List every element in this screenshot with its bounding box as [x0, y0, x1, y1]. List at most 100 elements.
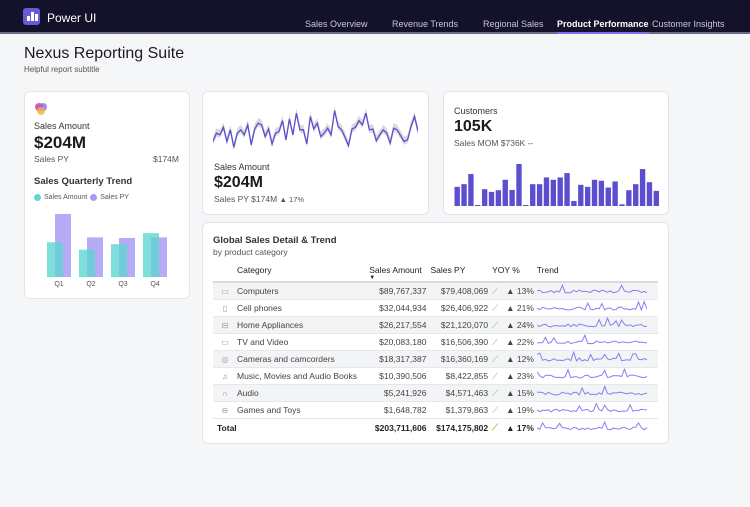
- sales-trend-card: Sales Amount $204M Sales PY $174M ▲ 17%: [202, 91, 429, 215]
- table-row[interactable]: ♫ Music, Movies and Audio Books $10,390,…: [213, 367, 658, 385]
- yoy-cell: ▲ 21%: [506, 299, 537, 317]
- col-sales-amount[interactable]: Sales Amount ▼: [369, 261, 430, 282]
- customer-bar: [639, 169, 646, 206]
- customer-bar: [523, 204, 529, 206]
- total-py: $174,175,802: [436, 422, 489, 433]
- sales-amount-value: $204M: [34, 133, 86, 152]
- sales-cell: $32,044,934: [369, 299, 431, 317]
- yoy-cell: ▲ 12%: [506, 350, 537, 368]
- sales-table: Category Sales Amount ▼ Sales PY YOY % Tr…: [213, 261, 658, 437]
- trend-up-icon: ⟋: [492, 333, 507, 351]
- tab-regional-sales[interactable]: Regional Sales: [483, 19, 544, 29]
- row-sparkline: [536, 300, 648, 312]
- customer-bar: [530, 184, 536, 206]
- customer-bar: [468, 174, 474, 206]
- table-row[interactable]: ⊖ Games and Toys $1,648,782 $1,379,863 ⟋…: [213, 401, 658, 419]
- sales-py-label: Sales PY: [34, 154, 69, 164]
- category-cell: Computers: [237, 282, 370, 300]
- table-row[interactable]: ▭ Computers $89,767,337 $79,408,069 ⟋ ▲ …: [213, 282, 658, 300]
- sparkline-path: [536, 384, 647, 396]
- headphones-icon: ∩: [213, 384, 237, 402]
- total-label: Total: [217, 422, 237, 433]
- sales-kpi-card: Sales Amount $204M Sales PY $174M Sales …: [24, 91, 190, 299]
- total-sparkline: [536, 420, 648, 431]
- col-sales-py[interactable]: Sales PY: [430, 265, 466, 275]
- row-sparkline: [536, 350, 647, 362]
- sales-cell: $89,767,337: [369, 282, 431, 300]
- bar-sales-amount: [143, 233, 159, 277]
- sales-line-chart: [213, 105, 418, 151]
- category-cell: Audio: [237, 384, 370, 402]
- customer-bar: [578, 184, 584, 206]
- row-sparkline: [536, 283, 647, 294]
- table-subtitle: by product category: [213, 247, 288, 257]
- col-category[interactable]: Category: [237, 265, 272, 275]
- yoy-cell: ▲ 24%: [506, 316, 537, 334]
- col-yoy[interactable]: YOY %: [492, 265, 520, 275]
- col-trend[interactable]: Trend: [536, 265, 559, 275]
- category-cell: Cameras and camcorders: [237, 350, 370, 368]
- customer-bar: [488, 191, 495, 206]
- sparkline-path: [536, 283, 647, 294]
- customer-bar: [626, 190, 632, 206]
- x-tick-label: Q3: [118, 281, 127, 288]
- customer-bar: [584, 186, 591, 206]
- quarterly-bar-chart: Q1 Q2 Q3 Q4: [47, 213, 167, 288]
- phone-icon: ▯: [213, 299, 237, 317]
- customer-bar: [612, 181, 618, 206]
- sparkline-path: [536, 402, 647, 413]
- tab-sales-overview[interactable]: Sales Overview: [305, 19, 368, 29]
- table-row[interactable]: ▭ TV and Video $20,083,180 $16,506,390 ⟋…: [213, 333, 658, 351]
- customer-bar: [475, 204, 481, 206]
- customer-bar: [605, 187, 611, 206]
- delta-badge: ▲ 17%: [279, 195, 305, 204]
- total-sales: $203,711,606: [374, 422, 427, 433]
- sort-desc-icon: ▼: [369, 275, 376, 281]
- customers-value: 105K: [454, 118, 493, 135]
- py-cell: $16,506,390: [430, 333, 493, 351]
- category-cell: Home Appliances: [237, 316, 370, 334]
- customer-bar: [536, 184, 543, 206]
- music-icon: ♫: [213, 367, 237, 385]
- sparkline-path: [536, 300, 648, 312]
- table-row[interactable]: ◎ Cameras and camcorders $18,317,387 $16…: [213, 350, 658, 368]
- sales-cell: $20,083,180: [369, 333, 431, 351]
- category-cell: Music, Movies and Audio Books: [237, 367, 370, 385]
- table-row[interactable]: ▯ Cell phones $32,044,934 $26,406,922 ⟋ …: [213, 299, 658, 317]
- trend-up-icon: ⟋: [492, 384, 507, 402]
- yoy-cell: ▲ 22%: [506, 333, 537, 351]
- customer-bar: [495, 190, 502, 206]
- customer-bar: [516, 164, 522, 206]
- yoy-cell: ▲ 19%: [506, 401, 537, 419]
- sales-cell: $1,648,782: [369, 401, 431, 419]
- computer-icon: ▭: [213, 282, 237, 300]
- category-cell: Cell phones: [237, 299, 370, 317]
- sales-amount-label: Sales Amount: [34, 121, 90, 131]
- bar-sales-amount: [79, 249, 95, 277]
- trend-up-icon: ⟋: [492, 350, 507, 368]
- py-cell: $16,360,169: [430, 350, 493, 368]
- bar-sales-amount: [111, 244, 127, 277]
- customer-bar: [481, 189, 488, 206]
- table-row[interactable]: ⊟ Home Appliances $26,217,554 $21,120,07…: [213, 316, 658, 334]
- sales-amount-label-2: Sales Amount: [214, 162, 270, 172]
- sales-cell: $10,390,506: [369, 367, 431, 385]
- customers-label: Customers: [454, 106, 498, 116]
- total-yoy: ▲ 17%: [506, 422, 534, 433]
- py-cell: $21,120,070: [430, 316, 493, 334]
- table-row[interactable]: ∩ Audio $5,241,926 $4,571,463 ⟋ ▲ 15%: [213, 384, 658, 402]
- sparkline-path: [536, 420, 648, 431]
- tab-revenue-trends[interactable]: Revenue Trends: [392, 19, 459, 29]
- customer-bar: [564, 173, 570, 206]
- tab-customer-insights[interactable]: Customer Insights: [652, 19, 725, 29]
- yoy-cell: ▲ 23%: [506, 367, 537, 385]
- tab-product-performance[interactable]: Product Performance: [557, 19, 649, 34]
- tv-icon: ▭: [213, 333, 237, 351]
- customer-bar: [509, 189, 515, 206]
- page-title: Nexus Reporting Suite: [24, 45, 185, 62]
- customer-bar: [591, 179, 598, 206]
- sales-py-footer: Sales PY $174M ▲ 17%: [214, 194, 304, 204]
- trend-up-icon: ⟋: [492, 367, 507, 385]
- customer-bar: [461, 184, 467, 206]
- customer-bar: [557, 177, 563, 206]
